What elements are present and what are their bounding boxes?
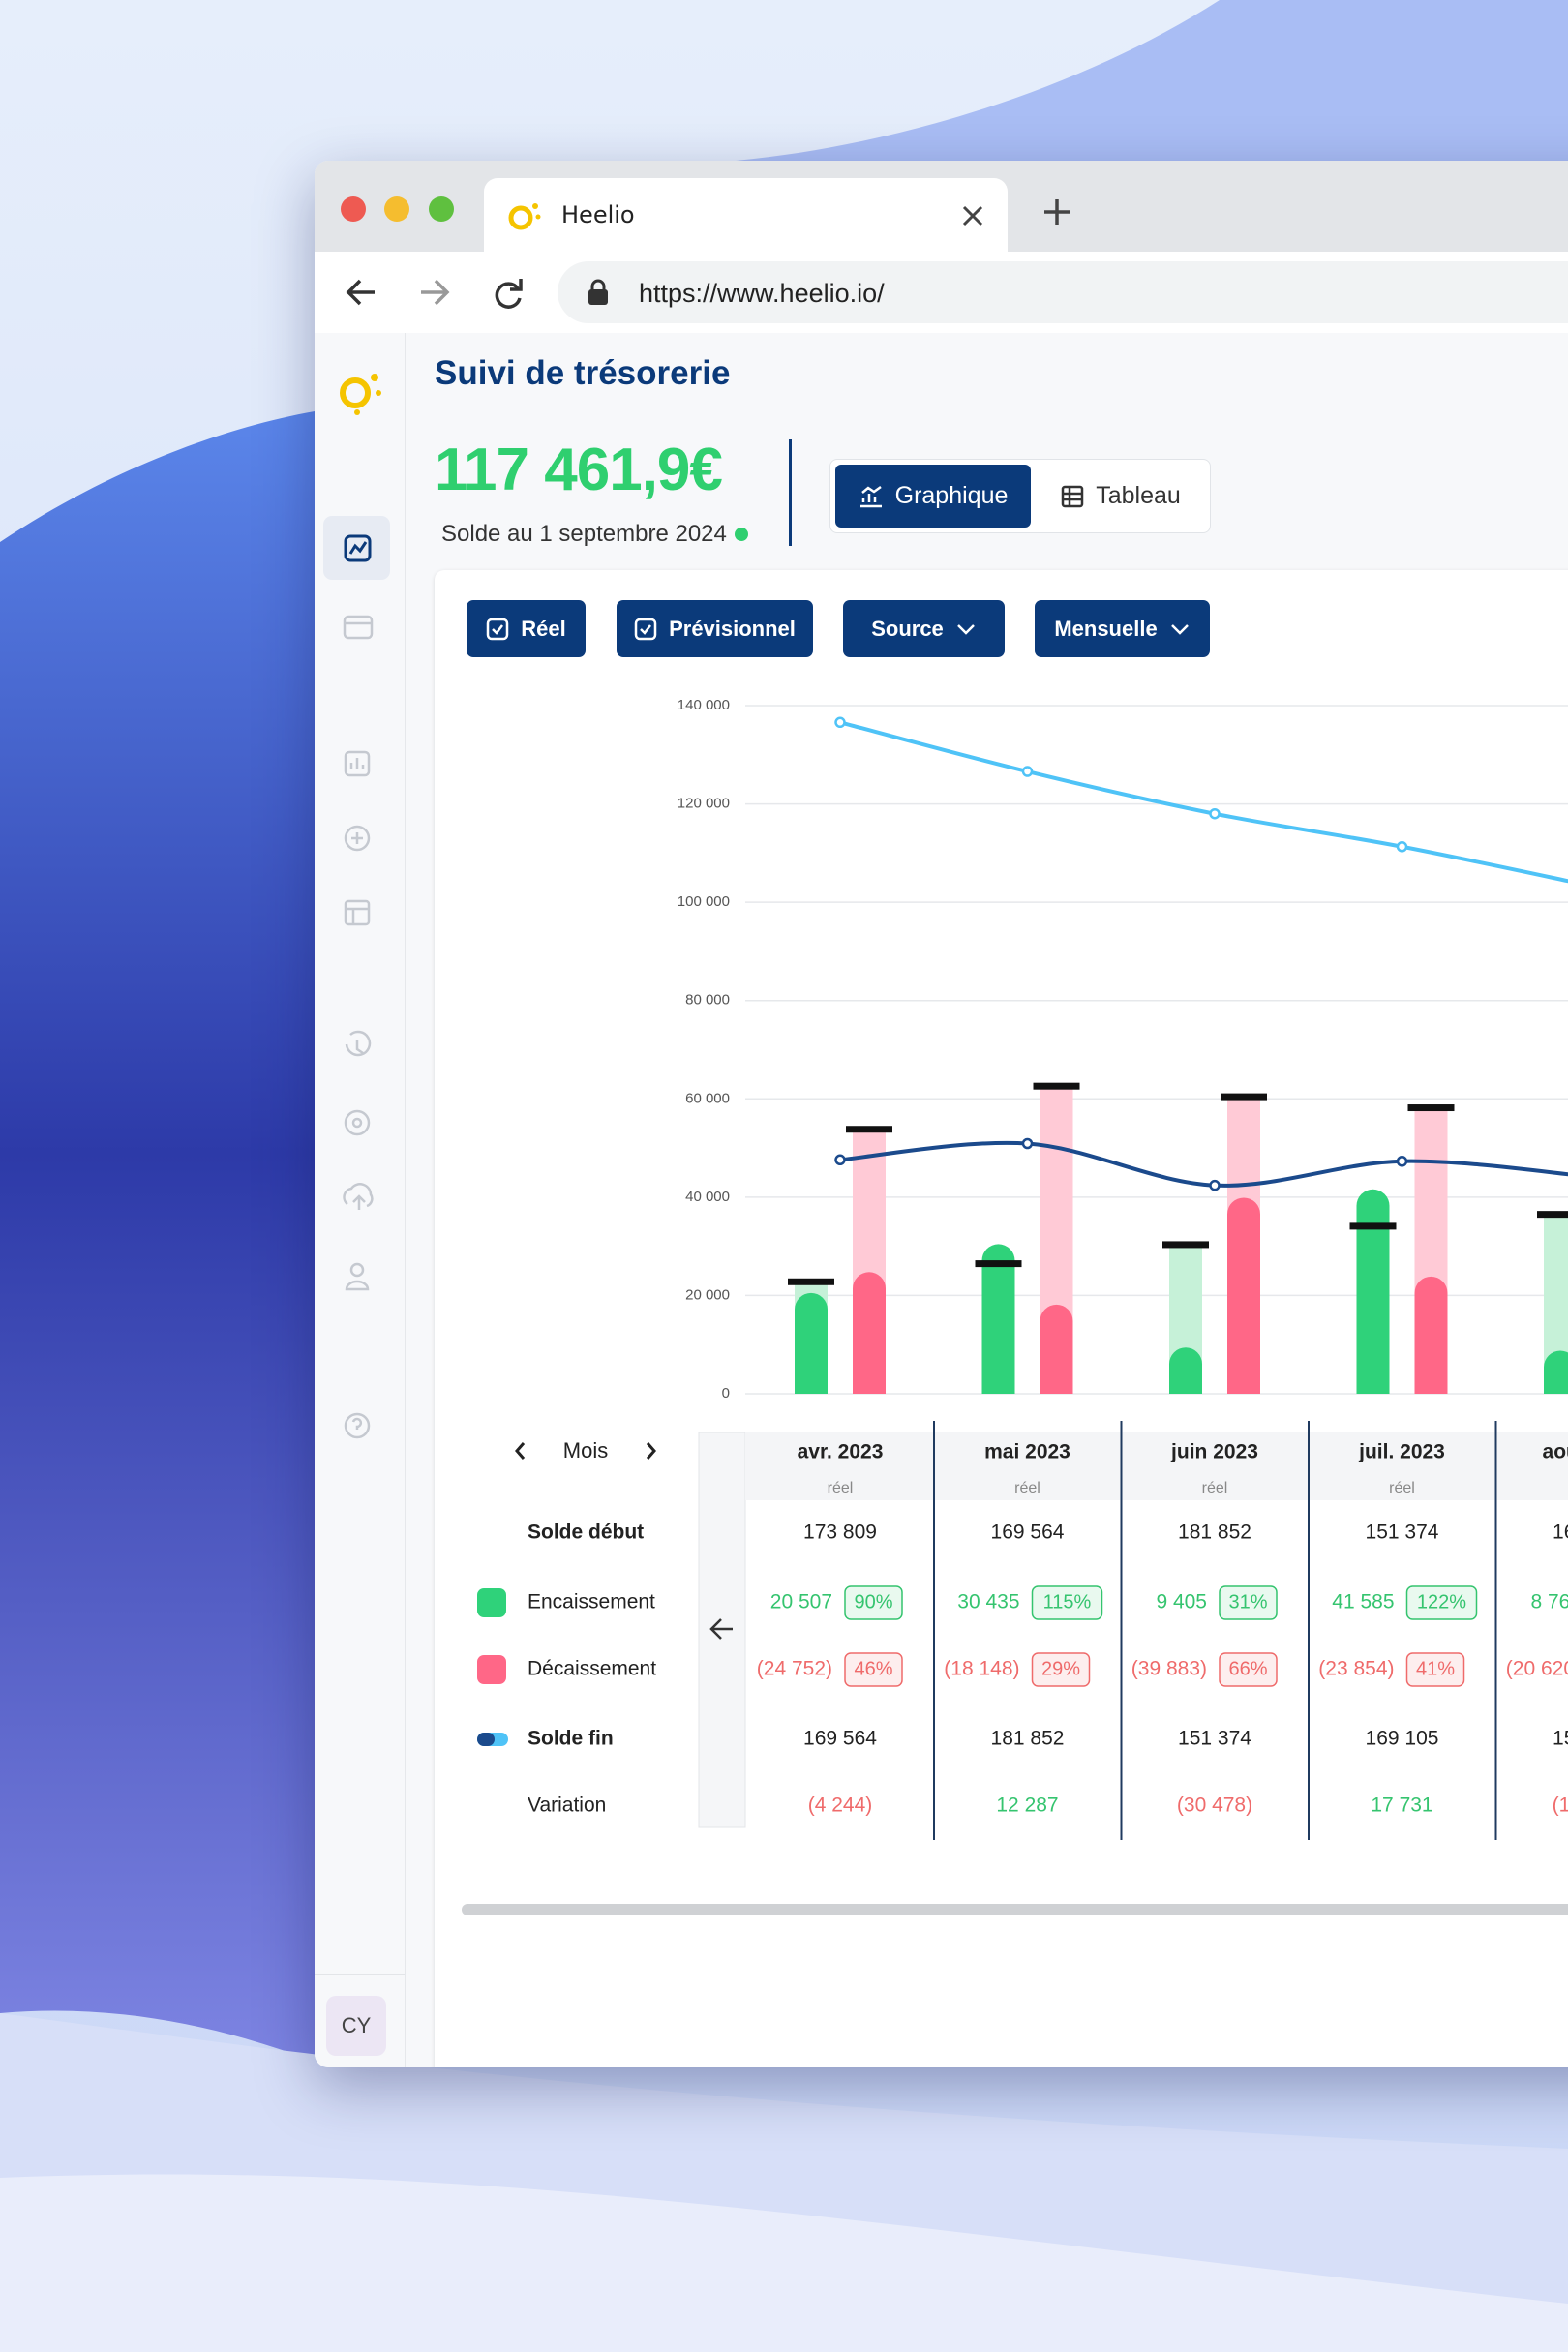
filter-dropdown[interactable]: Mensuelle xyxy=(1035,600,1210,657)
sidebar: CY xyxy=(315,333,406,2067)
user-avatar[interactable]: CY xyxy=(341,2013,372,2037)
chart-icon xyxy=(859,485,882,507)
view-toggle: Graphique Tableau xyxy=(829,459,1211,533)
filter-label: Réel xyxy=(521,616,566,641)
filter-button[interactable]: Réel xyxy=(467,600,586,657)
tab-close[interactable] xyxy=(960,203,985,228)
table-icon xyxy=(1061,485,1084,507)
checkbox xyxy=(634,618,657,640)
tab-title: Heelio xyxy=(561,201,635,228)
filter-label: Mensuelle xyxy=(1054,616,1158,641)
logo xyxy=(340,374,381,415)
tab[interactable]: Heelio xyxy=(484,178,1008,252)
chevron xyxy=(956,623,975,635)
filter-button[interactable]: Prévisionnel xyxy=(617,600,813,657)
address-bar: https://www.heelio.io/ xyxy=(315,252,1568,334)
favicon xyxy=(508,203,541,230)
balance-caption: Solde au 1 septembre 2024 xyxy=(441,521,727,547)
lock-icon xyxy=(588,279,608,305)
filter-dropdown[interactable]: Source xyxy=(843,600,1005,657)
nav-buttons[interactable] xyxy=(344,275,537,310)
divider xyxy=(789,439,792,546)
balance: 117 461,9€ xyxy=(435,437,723,503)
browser-window: Heelio https://www.heelio.io/ xyxy=(315,161,1568,2067)
checkbox xyxy=(487,618,509,640)
chart-card xyxy=(435,570,1568,2067)
filter-label: Source xyxy=(871,616,944,641)
tab-bar: Heelio xyxy=(315,161,1568,252)
status-dot xyxy=(734,528,748,541)
new-tab[interactable] xyxy=(1042,197,1071,226)
filter-label: Prévisionnel xyxy=(669,616,796,641)
chevron xyxy=(1170,623,1189,635)
sidebar-icons xyxy=(315,374,405,2056)
view-button[interactable]: Tableau xyxy=(1034,465,1208,528)
balance-caption-row: Solde au 1 septembre 2024 xyxy=(441,521,748,548)
window-controls xyxy=(341,196,454,222)
url-field[interactable]: https://www.heelio.io/ xyxy=(558,261,1568,323)
url: https://www.heelio.io/ xyxy=(639,279,885,308)
view-label: Graphique xyxy=(894,482,1009,509)
view-label: Tableau xyxy=(1096,482,1181,509)
view-button[interactable]: Graphique xyxy=(835,465,1031,528)
page-title: Suivi de trésorerie xyxy=(435,354,731,392)
